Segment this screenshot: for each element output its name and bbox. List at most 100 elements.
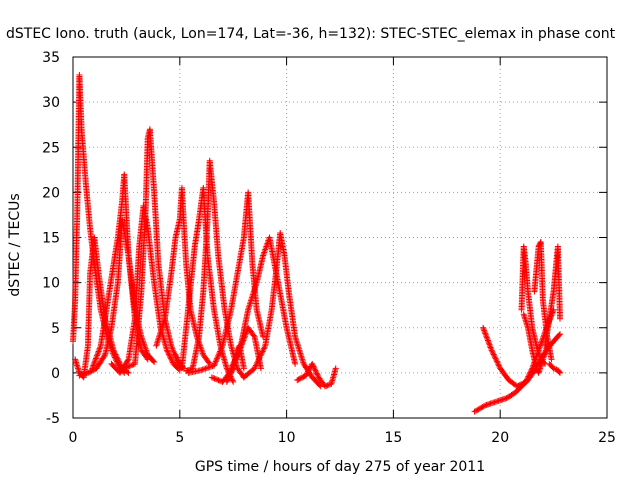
data-point	[486, 341, 493, 348]
data-point	[314, 371, 321, 378]
data-point	[302, 372, 309, 379]
data-point	[115, 357, 122, 364]
data-point	[481, 327, 488, 334]
data-point	[237, 344, 244, 351]
data-point	[168, 356, 175, 363]
series-14	[240, 229, 324, 390]
data-point	[94, 351, 101, 358]
data-point	[550, 365, 557, 372]
data-point	[240, 336, 247, 343]
data-point	[115, 358, 122, 365]
data-point	[239, 338, 246, 345]
data-point	[480, 324, 487, 331]
data-point	[233, 352, 240, 359]
data-point	[124, 357, 131, 364]
y-axis-label: dSTEC / TECUs	[7, 193, 23, 296]
data-point	[229, 377, 236, 384]
data-point	[309, 362, 316, 369]
data-point	[522, 378, 529, 385]
data-point	[313, 370, 320, 377]
y-tick-label: 15	[42, 231, 60, 247]
data-point	[151, 359, 158, 366]
data-point	[174, 355, 181, 362]
data-point	[254, 359, 261, 366]
data-point	[201, 366, 208, 373]
data-point	[495, 361, 502, 368]
y-tick-label: 20	[42, 185, 60, 201]
data-point	[214, 376, 221, 383]
x-ticks: 0 5 10 15 20 25	[69, 57, 616, 446]
data-point	[123, 364, 130, 371]
data-point	[212, 358, 219, 365]
data-point	[304, 368, 311, 375]
data-point	[238, 343, 245, 350]
data-point	[168, 344, 175, 351]
data-point	[202, 365, 209, 372]
data-point	[89, 363, 96, 370]
x-axis-label: GPS time / hours of day 275 of year 2011	[195, 459, 485, 475]
data-point	[305, 367, 312, 374]
data-point	[173, 354, 180, 361]
data-point	[493, 358, 500, 365]
data-point	[236, 347, 243, 354]
data-point	[230, 361, 237, 368]
y-tick-label: 0	[51, 366, 60, 382]
data-point	[215, 352, 222, 359]
x-tick-label: 25	[598, 430, 616, 446]
data-point	[144, 356, 151, 363]
data-point	[164, 348, 171, 355]
data-point	[113, 354, 120, 361]
data-point	[212, 376, 219, 383]
data-point	[313, 368, 320, 375]
data-point	[96, 347, 103, 354]
series-22	[546, 360, 564, 376]
data-point	[487, 344, 494, 351]
data-point	[228, 363, 235, 370]
data-point	[258, 351, 265, 358]
data-point	[557, 315, 564, 322]
y-tick-label: -5	[46, 411, 60, 427]
data-point	[483, 334, 490, 341]
data-point	[111, 348, 118, 355]
data-point	[175, 358, 182, 365]
data-point	[309, 360, 316, 367]
data-point	[230, 378, 237, 385]
data-point	[524, 376, 531, 383]
data-point	[292, 360, 299, 367]
data-point	[231, 358, 238, 365]
data-point	[495, 362, 502, 369]
data-point	[205, 364, 212, 371]
data-point	[253, 361, 260, 368]
data-point	[230, 359, 237, 366]
data-point	[241, 333, 248, 340]
data-point	[306, 366, 313, 373]
data-point	[523, 377, 530, 384]
data-point	[217, 348, 224, 355]
data-point	[556, 368, 563, 375]
series-18	[518, 243, 549, 367]
data-point	[215, 351, 222, 358]
series-6	[121, 126, 188, 372]
data-point	[303, 371, 310, 378]
data-point	[129, 361, 136, 368]
data-point	[491, 354, 498, 361]
data-point	[304, 369, 311, 376]
data-point	[259, 348, 266, 355]
data-point	[127, 362, 134, 369]
data-point	[252, 362, 259, 369]
data-point	[92, 356, 99, 363]
data-point	[258, 349, 265, 356]
data-point	[91, 359, 98, 366]
data-point	[310, 363, 317, 370]
data-point	[211, 361, 218, 368]
data-point	[239, 340, 246, 347]
y-tick-label: 5	[51, 321, 60, 337]
y-tick-label: 25	[42, 140, 60, 156]
data-point	[169, 358, 176, 365]
data-point	[228, 365, 235, 372]
y-tick-label: 35	[42, 50, 60, 66]
data-point	[548, 356, 555, 363]
data-point	[125, 369, 132, 376]
series-15	[294, 360, 339, 390]
